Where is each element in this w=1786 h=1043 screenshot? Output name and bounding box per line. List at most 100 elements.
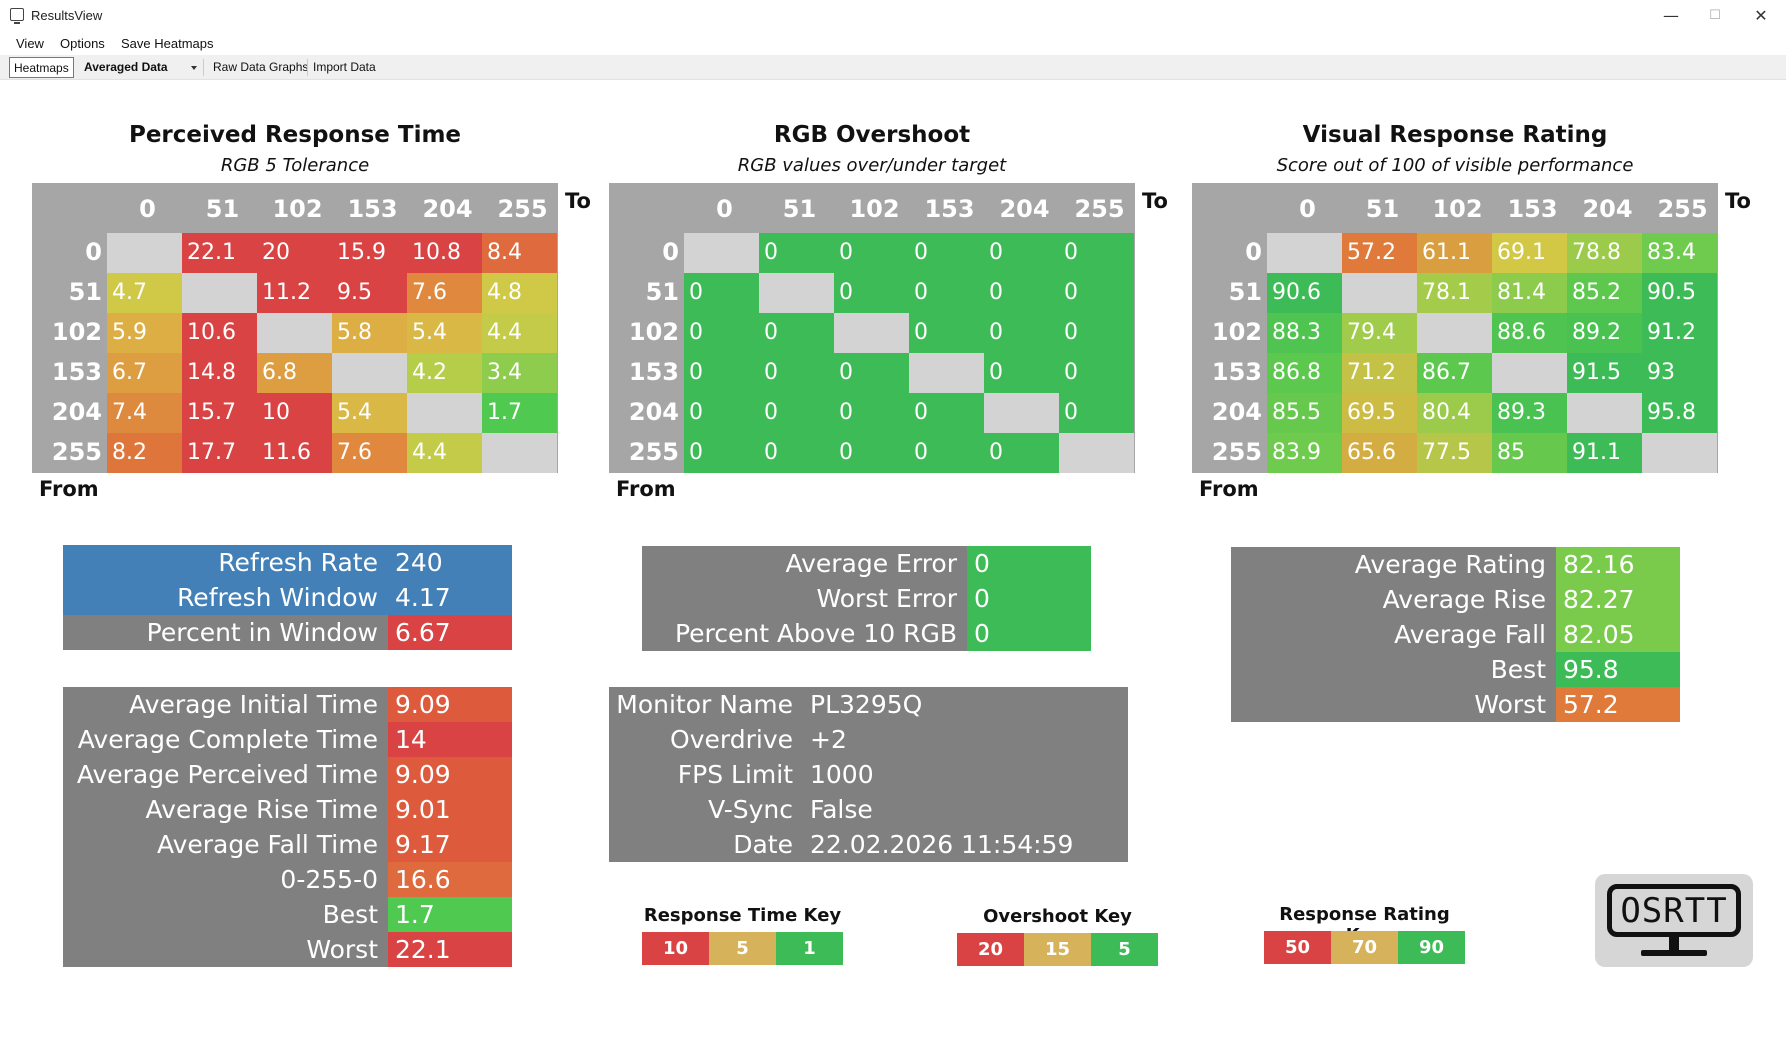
stat-row: Refresh Rate 240	[63, 545, 512, 580]
heatmap-from-label: From	[1199, 477, 1259, 501]
stat-value: 0	[967, 546, 1091, 581]
heatmap-cell: 90.5	[1642, 273, 1717, 313]
heatmap-title: Visual Response Rating	[1302, 122, 1608, 148]
heatmap-cell: 7.6	[407, 273, 482, 313]
stat-label: Best	[63, 897, 388, 932]
stat-row: Monitor Name PL3295Q	[609, 687, 1128, 722]
heatmap-column-header: 153	[1507, 195, 1558, 223]
stat-label: Average Fall Time	[63, 827, 388, 862]
stat-value: PL3295Q	[803, 687, 1128, 722]
heatmap-cell: 22.1	[182, 233, 257, 273]
stat-row: Worst 57.2	[1231, 687, 1680, 722]
key-box: 10	[642, 932, 709, 965]
stat-value: 82.27	[1556, 582, 1680, 617]
heatmap-cell	[1417, 313, 1492, 353]
heatmap-cell: 0	[684, 313, 759, 353]
heatmap-cell: 5.4	[407, 313, 482, 353]
heatmap-cell: 85.5	[1267, 393, 1342, 433]
stat-value: False	[803, 792, 1128, 827]
menu-options[interactable]: Options	[60, 36, 105, 51]
import-data-button[interactable]: Import Data	[313, 60, 376, 74]
heatmap-row-header: 255	[51, 438, 102, 466]
heatmap-cell: 88.6	[1492, 313, 1567, 353]
stat-value: 0	[967, 616, 1091, 651]
stat-row: FPS Limit 1000	[609, 757, 1128, 792]
heatmap-cell: 88.3	[1267, 313, 1342, 353]
minimize-button[interactable]: —	[1663, 6, 1679, 25]
heatmap-subtitle: RGB values over/under target	[737, 155, 1007, 176]
stat-label: Average Rise	[1231, 582, 1556, 617]
heatmap-cell: 5.4	[332, 393, 407, 433]
heatmap-cell: 11.6	[257, 433, 332, 473]
heatmap-cell: 0	[759, 393, 834, 433]
raw-data-graphs-button[interactable]: Raw Data Graphs	[213, 60, 309, 74]
heatmap-cell: 0	[684, 433, 759, 473]
heatmap-grid: 0 51 102 153 204 255 0 22.1 20 15.9 10.8 8.4 51 4.7 11…	[32, 183, 558, 473]
heatmap-cell: 5.8	[332, 313, 407, 353]
toolbar-separator	[203, 59, 204, 76]
stat-label: FPS Limit	[609, 757, 803, 792]
stat-row: Average Fall Time 9.17	[63, 827, 512, 862]
close-button[interactable]: ✕	[1754, 6, 1768, 25]
heatmap-row-header: 51	[1228, 278, 1262, 306]
refresh-table: Refresh Rate 240 Refresh Window 4.17 Percent…	[63, 545, 512, 650]
heatmap-cell: 10.6	[182, 313, 257, 353]
heatmap-cell	[407, 393, 482, 433]
heatmap-cell: 93	[1642, 353, 1717, 393]
stat-value: 0	[967, 581, 1091, 616]
heatmap-column-header: 255	[497, 195, 548, 223]
heatmap-cell	[482, 433, 557, 473]
stat-label: Average Complete Time	[63, 722, 388, 757]
stat-value: 9.09	[388, 757, 512, 792]
heatmap-row-header: 153	[1211, 358, 1262, 386]
stat-label: Percent in Window	[63, 615, 388, 650]
title-bar: ResultsView — ☐ ✕	[0, 0, 1786, 31]
menu-save-heatmaps[interactable]: Save Heatmaps	[121, 36, 214, 51]
stat-label: Average Rating	[1231, 547, 1556, 582]
stat-row: Average Rise Time 9.01	[63, 792, 512, 827]
heatmap-cell: 85	[1492, 433, 1567, 473]
heatmap-column-header: 153	[924, 195, 975, 223]
heatmap-cell: 3.4	[482, 353, 557, 393]
heatmap-cell: 0	[834, 353, 909, 393]
maximize-button[interactable]: ☐	[1709, 8, 1721, 23]
heatmap-cell: 80.4	[1417, 393, 1492, 433]
heatmap-cell: 5.9	[107, 313, 182, 353]
heatmap-row-header: 51	[68, 278, 102, 306]
heatmap-cell: 0	[1059, 353, 1134, 393]
heatmap-column-header: 0	[1299, 195, 1316, 223]
heatmap-cell: 90.6	[1267, 273, 1342, 313]
heatmap-cell: 0	[1059, 393, 1134, 433]
heatmap-cell: 85.2	[1567, 273, 1642, 313]
heatmap-from-label: From	[39, 477, 99, 501]
heatmap-column-header: 255	[1074, 195, 1125, 223]
stat-row: 0-255-0 16.6	[63, 862, 512, 897]
monitor-info-table: Monitor Name PL3295Q Overdrive +2 FPS Limit 1…	[609, 687, 1128, 862]
heatmap-cell: 0	[984, 353, 1059, 393]
stat-label: Worst	[63, 932, 388, 967]
heatmap-column-header: 51	[205, 195, 240, 223]
menu-view[interactable]: View	[16, 36, 44, 51]
stat-row: Overdrive +2	[609, 722, 1128, 757]
logo-monitor-base	[1641, 950, 1707, 956]
heatmap-cell: 0	[684, 393, 759, 433]
heatmap-row-header: 204	[628, 398, 679, 426]
stat-label: Average Initial Time	[63, 687, 388, 722]
heatmap-cell: 4.4	[482, 313, 557, 353]
heatmap-cell: 0	[909, 233, 984, 273]
stat-value: +2	[803, 722, 1128, 757]
heatmap-cell: 0	[759, 353, 834, 393]
heatmaps-tab-button[interactable]: Heatmaps	[9, 57, 74, 78]
heatmap-cell	[1567, 393, 1642, 433]
heatmap-cell	[1059, 433, 1134, 473]
stat-value: 16.6	[388, 862, 512, 897]
stat-row: Percent Above 10 RGB 0	[642, 616, 1091, 651]
averaged-data-dropdown[interactable]: Averaged Data	[84, 60, 168, 74]
heatmap-column-header: 51	[1365, 195, 1400, 223]
heatmap-cell: 17.7	[182, 433, 257, 473]
stat-row: V-Sync False	[609, 792, 1128, 827]
stat-label: Average Perceived Time	[63, 757, 388, 792]
stat-value: 6.67	[388, 615, 512, 650]
heatmap-cell: 15.7	[182, 393, 257, 433]
heatmap-cell	[107, 233, 182, 273]
